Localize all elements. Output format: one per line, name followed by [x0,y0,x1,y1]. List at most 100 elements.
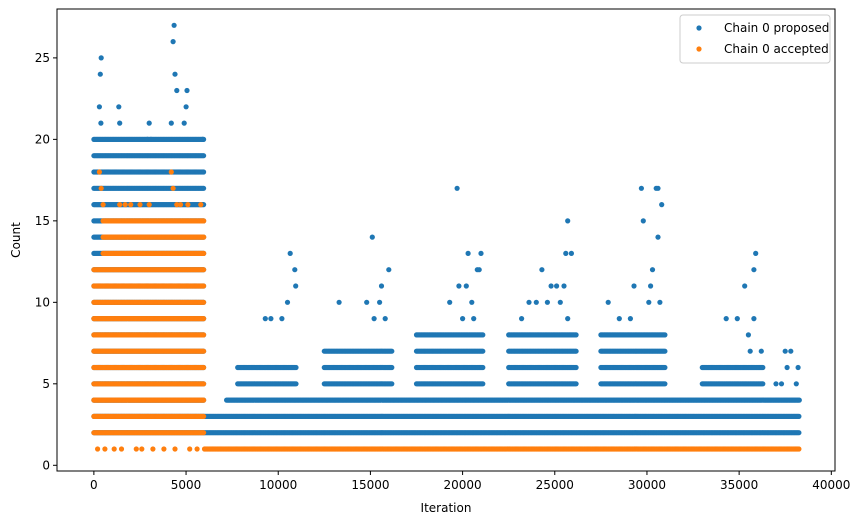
proposed-point [480,381,486,387]
proposed-point [723,316,729,322]
proposed-point [796,397,802,403]
proposed-point [284,299,291,305]
proposed-point [554,283,560,289]
proposed-point [662,348,668,354]
proposed-point [627,316,634,322]
proposed-point [336,299,342,305]
proposed-point [519,316,525,322]
proposed-point [201,153,207,159]
proposed-point [631,283,637,289]
accepted-point [201,430,207,436]
proposed-point [382,316,388,322]
proposed-point [760,381,766,387]
points-layer [91,22,802,452]
proposed-point [565,316,571,322]
proposed-point [760,364,766,371]
proposed-point [573,381,579,387]
proposed-point [751,267,757,273]
proposed-point [655,234,661,240]
proposed-point [389,364,395,371]
proposed-point [454,185,460,191]
proposed-point [97,71,103,77]
proposed-point [148,136,154,142]
proposed-point [796,413,802,419]
proposed-point [262,316,268,322]
proposed-point [201,185,207,191]
proposed-point [795,364,801,371]
proposed-point [96,104,102,110]
accepted-point [201,397,207,403]
proposed-point [364,299,370,305]
proposed-point [548,283,554,289]
proposed-point [371,316,377,322]
proposed-point [172,71,178,77]
proposed-point [200,136,206,142]
proposed-point [476,267,482,273]
proposed-point [377,299,383,305]
proposed-point [386,267,392,273]
proposed-point [183,104,189,110]
proposed-point [268,316,274,322]
accepted-point [201,413,207,419]
proposed-point [184,87,190,94]
proposed-point [793,381,799,387]
proposed-point [389,381,395,387]
proposed-point [782,348,788,354]
proposed-point [773,381,779,387]
proposed-point [116,104,122,110]
proposed-point [181,120,187,126]
proposed-point [640,218,646,224]
proposed-point [734,316,740,322]
proposed-point [293,364,299,371]
proposed-point [561,283,567,289]
proposed-point [117,120,123,126]
proposed-point [293,381,299,387]
proposed-point [568,250,575,256]
proposed-point [465,250,471,256]
proposed-point [563,250,569,256]
proposed-point [753,250,759,256]
proposed-point [573,364,579,371]
proposed-point [573,348,579,354]
proposed-point [460,316,466,322]
proposed-point [98,120,104,126]
proposed-point [369,234,375,240]
proposed-point [616,316,622,322]
proposed-point [662,332,668,338]
proposed-point [745,332,752,338]
proposed-point [378,283,385,289]
proposed-point [788,348,794,354]
proposed-point [784,364,790,371]
proposed-point [293,283,299,289]
proposed-point [456,283,462,289]
proposed-point [649,267,656,273]
proposed-point [168,120,174,126]
proposed-point [758,348,764,354]
proposed-point [544,299,551,305]
proposed-point [638,185,645,191]
proposed-point [480,332,486,338]
proposed-point [469,299,475,305]
proposed-point [751,316,757,322]
accepted-point [201,381,207,387]
proposed-point [170,39,176,45]
proposed-point [201,169,207,175]
proposed-point [447,299,453,305]
proposed-point [292,267,298,273]
proposed-point [747,348,753,354]
proposed-point [480,364,486,371]
proposed-point [174,87,180,94]
proposed-point [539,267,545,273]
proposed-point [573,332,579,338]
proposed-point [648,283,654,289]
proposed-point [557,299,563,305]
proposed-point [480,348,486,354]
proposed-point [646,299,652,305]
proposed-point [742,283,748,289]
proposed-point [389,348,395,354]
proposed-point [662,364,668,371]
proposed-point [796,430,802,436]
proposed-point [171,22,177,28]
